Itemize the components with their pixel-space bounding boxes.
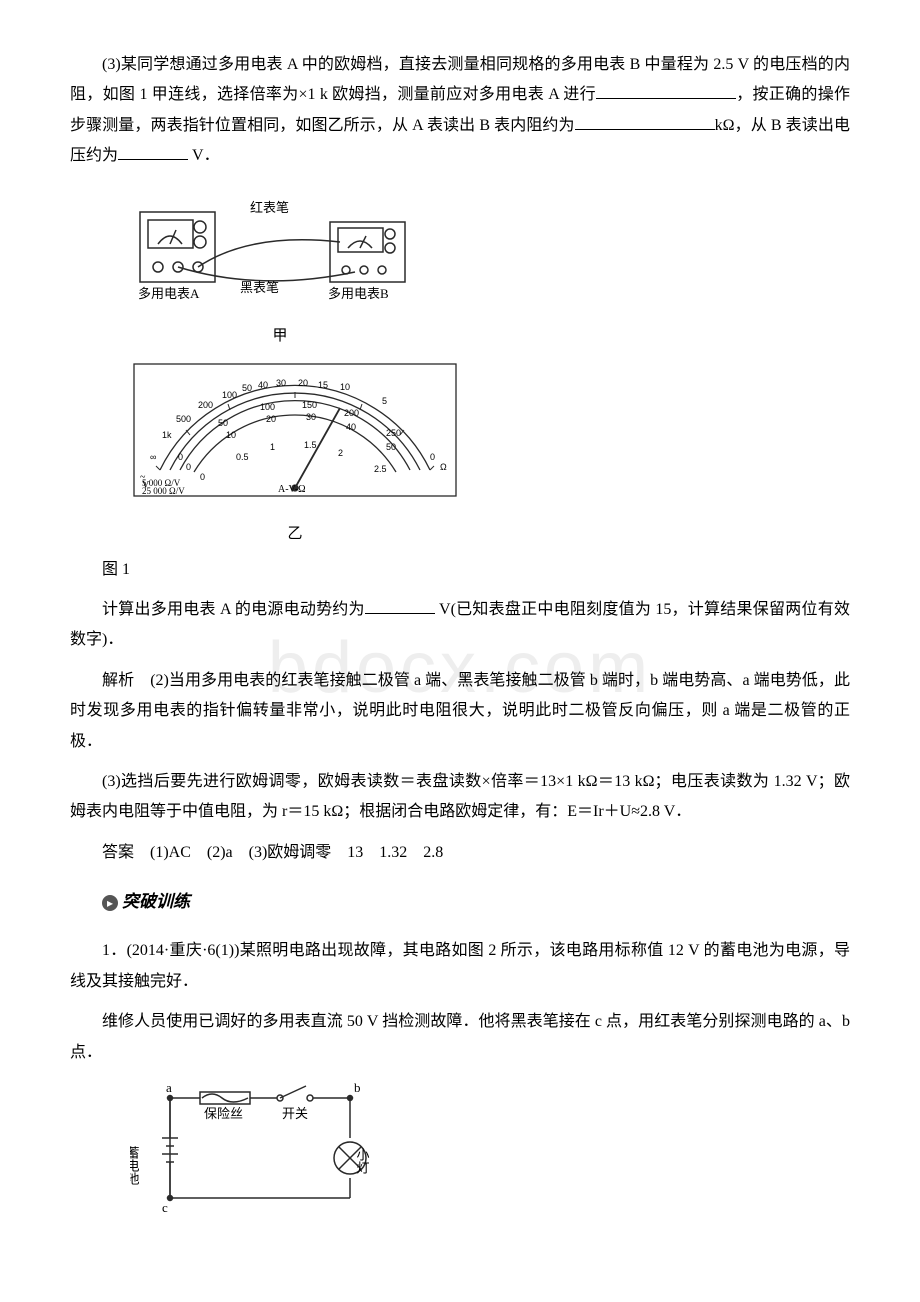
svg-text:0: 0 xyxy=(178,452,183,462)
blank-voltage xyxy=(118,142,188,161)
svg-text:40: 40 xyxy=(258,380,268,390)
label-red-probe: 红表笔 xyxy=(250,200,289,215)
svg-text:∞: ∞ xyxy=(150,452,156,462)
svg-text:10: 10 xyxy=(340,382,350,392)
label-switch: 开关 xyxy=(282,1106,308,1121)
svg-text:2.5: 2.5 xyxy=(374,464,387,474)
svg-text:20: 20 xyxy=(266,414,276,424)
label-meter-a: 多用电表A xyxy=(138,286,200,301)
blank-emf xyxy=(365,595,435,614)
caption-yi: 乙 xyxy=(130,520,460,549)
blank-operation xyxy=(596,81,736,100)
svg-text:1.5: 1.5 xyxy=(304,440,317,450)
svg-text:10: 10 xyxy=(226,430,236,440)
svg-text:30: 30 xyxy=(276,378,286,388)
figure-jia: 红表笔 黑表笔 多用电表A 多用电表B 甲 xyxy=(130,182,850,351)
bullet-icon: ▸ xyxy=(102,895,118,911)
paragraph-q3: (3)某同学想通过多用电表 A 中的欧姆档，直接去测量相同规格的多用电表 B 中… xyxy=(70,50,850,172)
label-black-probe: 黑表笔 xyxy=(240,280,279,295)
svg-text:0.5: 0.5 xyxy=(236,452,249,462)
label-a: a xyxy=(166,1080,172,1095)
svg-text:500: 500 xyxy=(176,414,191,424)
svg-text:50: 50 xyxy=(218,418,228,428)
svg-text:Ω: Ω xyxy=(440,462,447,472)
figure-1-label: 图 1 xyxy=(70,555,850,585)
svg-text:200: 200 xyxy=(198,400,213,410)
paragraph-q1: 1．(2014·重庆·6(1))某照明电路出现故障，其电路如图 2 所示，该电路… xyxy=(70,936,850,997)
paragraph-emf: 计算出多用电表 A 的电源电动势约为 V(已知表盘正中电阻刻度值为 15，计算结… xyxy=(70,595,850,656)
svg-text:0: 0 xyxy=(430,452,435,462)
label-battery: 蓄电池 xyxy=(130,1146,140,1185)
center-label: A-V-Ω xyxy=(278,484,306,495)
svg-text:1: 1 xyxy=(270,442,275,452)
text: 计算出多用电表 A 的电源电动势约为 xyxy=(102,601,365,618)
paragraph-analysis-3: (3)选挡后要先进行欧姆调零，欧姆表读数＝表盘读数×倍率＝13×1 kΩ＝13 … xyxy=(70,767,850,828)
figure-circuit: a b c 保险丝 开关 小灯 蓄电池 xyxy=(130,1078,850,1218)
svg-text:50: 50 xyxy=(242,383,252,393)
label-lamp: 小灯 xyxy=(355,1148,370,1175)
svg-text:30: 30 xyxy=(306,412,316,422)
paragraph-analysis-2: 解析 (2)当用多用电表的红表笔接触二极管 a 端、黑表笔接触二极管 b 端时，… xyxy=(70,666,850,757)
section-heading: ▸突破训练 xyxy=(102,886,850,918)
figure-yi: ∞ 1k 500 200 100 50 40 30 20 15 10 5 0 Ω… xyxy=(130,360,850,549)
paragraph-q1b: 维修人员使用已调好的多用表直流 50 V 挡检测故障．他将黑表笔接在 c 点，用… xyxy=(70,1007,850,1068)
label-fuse: 保险丝 xyxy=(204,1106,243,1121)
svg-text:50: 50 xyxy=(386,442,396,452)
label-b: b xyxy=(354,1080,361,1095)
svg-text:250: 250 xyxy=(386,428,401,438)
svg-text:100: 100 xyxy=(222,390,237,400)
text: V． xyxy=(192,147,220,164)
svg-text:5: 5 xyxy=(382,396,387,406)
svg-text:1k: 1k xyxy=(162,430,172,440)
left-spec-2: 25 000 Ω/V xyxy=(142,486,185,496)
caption-jia: 甲 xyxy=(130,322,430,351)
svg-text:0: 0 xyxy=(186,462,191,472)
svg-text:200: 200 xyxy=(344,408,359,418)
svg-text:150: 150 xyxy=(302,400,317,410)
heading-text: 突破训练 xyxy=(122,892,190,911)
svg-text:15: 15 xyxy=(318,380,328,390)
blank-resistance xyxy=(575,111,715,130)
svg-text:2: 2 xyxy=(338,448,343,458)
paragraph-answer: 答案 (1)AC (2)a (3)欧姆调零 13 1.32 2.8 xyxy=(70,838,850,868)
svg-text:20: 20 xyxy=(298,378,308,388)
svg-text:100: 100 xyxy=(260,402,275,412)
label-meter-b: 多用电表B xyxy=(328,286,389,301)
svg-text:40: 40 xyxy=(346,422,356,432)
label-c: c xyxy=(162,1200,168,1215)
svg-text:0: 0 xyxy=(200,472,205,482)
